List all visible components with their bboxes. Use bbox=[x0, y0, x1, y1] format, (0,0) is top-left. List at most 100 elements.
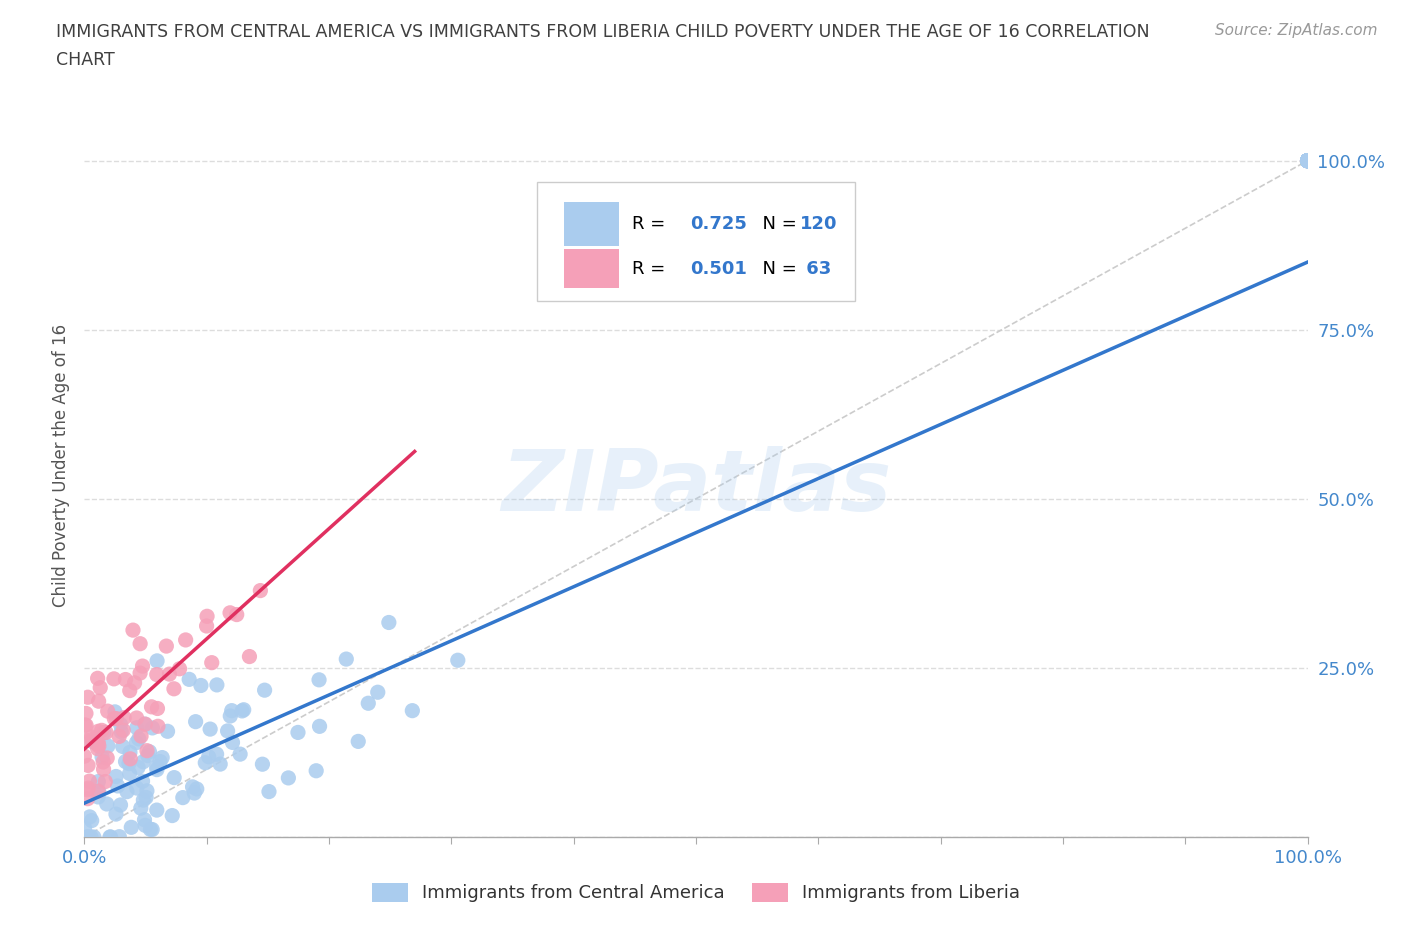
Point bbox=[169, 661, 191, 676]
Point bbox=[308, 672, 330, 687]
Point bbox=[115, 784, 138, 799]
Point bbox=[1296, 153, 1319, 168]
Point bbox=[1296, 153, 1319, 168]
Point bbox=[73, 718, 96, 733]
Point bbox=[146, 667, 169, 682]
Point bbox=[1296, 153, 1319, 168]
Point bbox=[80, 813, 103, 828]
Point bbox=[87, 694, 110, 709]
Point bbox=[93, 762, 115, 777]
Point bbox=[108, 830, 131, 844]
Point bbox=[195, 609, 218, 624]
Point bbox=[96, 751, 118, 765]
Point bbox=[159, 667, 181, 682]
Point bbox=[90, 723, 112, 737]
Point bbox=[141, 699, 163, 714]
Text: N =: N = bbox=[751, 259, 803, 277]
Point bbox=[73, 733, 96, 748]
Point bbox=[347, 734, 370, 749]
Point bbox=[249, 583, 271, 598]
Point bbox=[73, 820, 96, 835]
Point bbox=[335, 652, 357, 667]
Point bbox=[1296, 153, 1319, 168]
Point bbox=[129, 729, 152, 744]
Point bbox=[287, 725, 309, 740]
Point bbox=[124, 675, 146, 690]
Point bbox=[136, 743, 159, 758]
Point bbox=[1296, 153, 1319, 168]
Text: ZIPatlas: ZIPatlas bbox=[501, 445, 891, 529]
Point bbox=[146, 701, 169, 716]
Point bbox=[183, 786, 205, 801]
Point bbox=[105, 711, 128, 726]
Point bbox=[179, 671, 201, 686]
Point bbox=[1296, 153, 1319, 168]
Point bbox=[201, 656, 224, 671]
Point bbox=[100, 830, 122, 844]
Text: CHART: CHART bbox=[56, 51, 115, 69]
Point bbox=[79, 774, 101, 789]
Y-axis label: Child Poverty Under the Age of 16: Child Poverty Under the Age of 16 bbox=[52, 324, 70, 606]
Point bbox=[76, 690, 98, 705]
Legend: Immigrants from Central America, Immigrants from Liberia: Immigrants from Central America, Immigra… bbox=[371, 883, 1021, 902]
Point bbox=[110, 724, 132, 739]
Point bbox=[198, 722, 221, 737]
Point bbox=[103, 711, 125, 726]
Point bbox=[107, 778, 129, 793]
Point bbox=[134, 812, 156, 827]
Point bbox=[146, 763, 169, 777]
Point bbox=[146, 654, 169, 669]
Point bbox=[118, 745, 141, 760]
Point bbox=[110, 717, 132, 732]
Point bbox=[1296, 153, 1319, 168]
Point bbox=[1296, 153, 1319, 168]
Point bbox=[378, 615, 401, 630]
Point bbox=[217, 724, 239, 738]
Point bbox=[1296, 153, 1319, 168]
Point bbox=[229, 747, 252, 762]
Point bbox=[136, 748, 159, 763]
Point bbox=[104, 806, 127, 821]
Point bbox=[108, 729, 131, 744]
Point bbox=[184, 714, 207, 729]
Point bbox=[76, 791, 98, 806]
Point bbox=[105, 769, 128, 784]
Point bbox=[87, 735, 110, 750]
Bar bbox=[564, 203, 619, 246]
Point bbox=[73, 749, 96, 764]
Point bbox=[80, 730, 103, 745]
Point bbox=[1296, 153, 1319, 168]
Point bbox=[75, 718, 97, 733]
Point bbox=[163, 682, 186, 697]
Point bbox=[367, 684, 389, 699]
Point bbox=[114, 672, 136, 687]
Point bbox=[76, 782, 98, 797]
Point bbox=[112, 711, 135, 725]
Point bbox=[75, 706, 97, 721]
Point bbox=[87, 724, 110, 738]
Point bbox=[134, 717, 156, 732]
Point bbox=[112, 723, 135, 737]
Point bbox=[83, 830, 105, 844]
Point bbox=[131, 658, 153, 673]
Point bbox=[257, 784, 280, 799]
Point bbox=[103, 671, 125, 686]
Point bbox=[125, 780, 148, 795]
Point bbox=[87, 738, 110, 753]
Point bbox=[132, 754, 155, 769]
Point bbox=[77, 758, 100, 773]
Point bbox=[141, 822, 163, 837]
Point bbox=[305, 764, 328, 778]
Point bbox=[277, 770, 299, 785]
Point bbox=[79, 809, 101, 824]
Text: 63: 63 bbox=[800, 259, 831, 277]
Point bbox=[172, 790, 194, 805]
Point bbox=[128, 731, 150, 746]
Point bbox=[219, 709, 242, 724]
Point bbox=[1296, 153, 1319, 168]
Point bbox=[86, 741, 108, 756]
Point bbox=[138, 744, 160, 759]
Point bbox=[131, 774, 153, 789]
Point bbox=[401, 703, 423, 718]
Text: IMMIGRANTS FROM CENTRAL AMERICA VS IMMIGRANTS FROM LIBERIA CHILD POVERTY UNDER T: IMMIGRANTS FROM CENTRAL AMERICA VS IMMIG… bbox=[56, 23, 1150, 41]
